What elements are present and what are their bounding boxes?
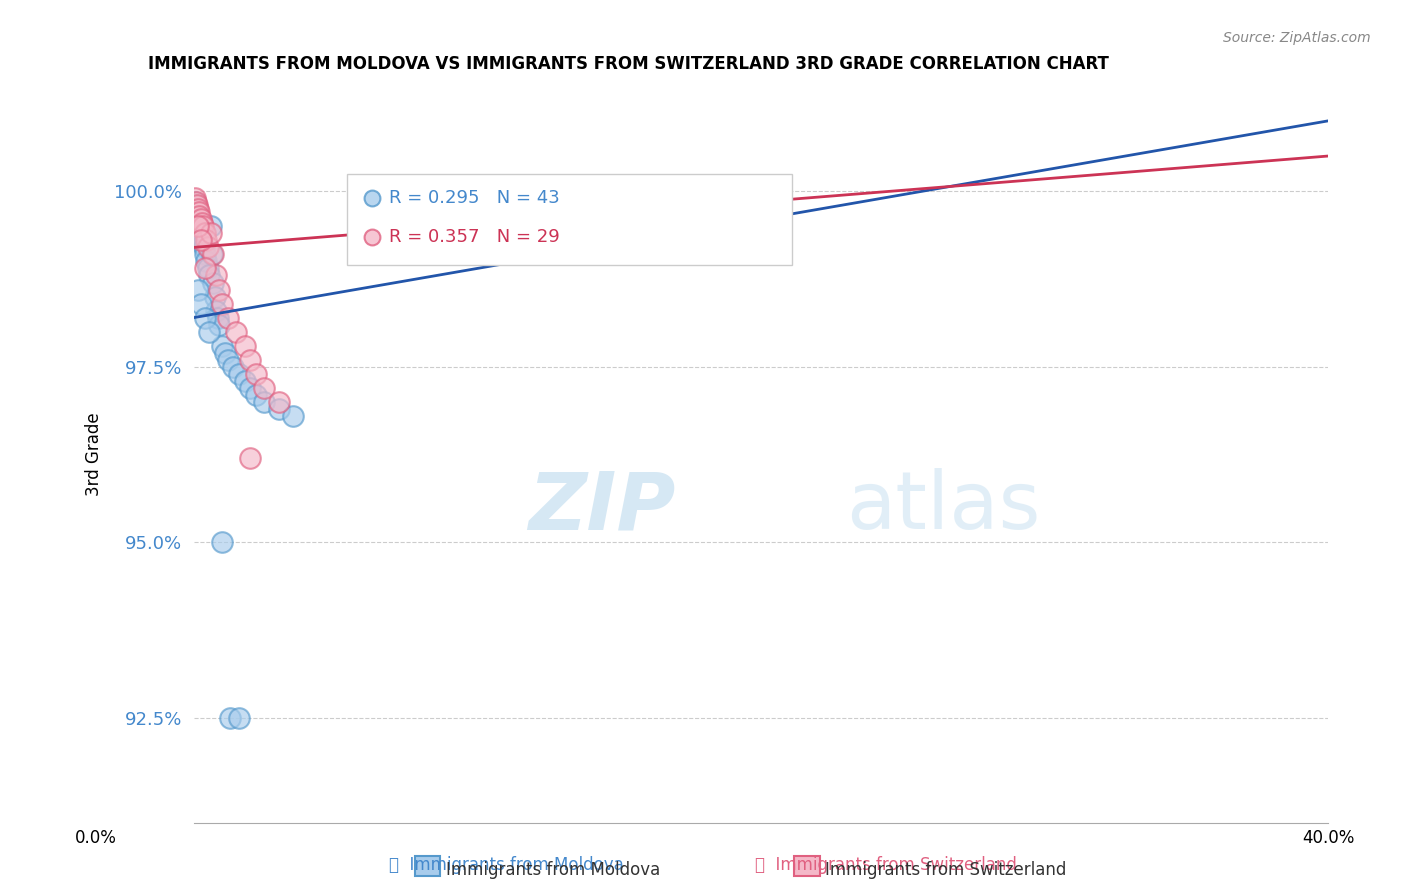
Point bbox=[361, 230, 384, 244]
Text: 0.0%: 0.0% bbox=[75, 829, 117, 847]
Text: 40.0%: 40.0% bbox=[1302, 829, 1355, 847]
Point bbox=[191, 230, 214, 244]
Point bbox=[579, 184, 602, 198]
Point bbox=[190, 233, 212, 247]
Point bbox=[204, 289, 226, 303]
Point bbox=[197, 240, 219, 254]
Text: ⬜  Immigrants from Switzerland: ⬜ Immigrants from Switzerland bbox=[755, 855, 1017, 873]
Point bbox=[211, 535, 233, 549]
Point bbox=[194, 247, 217, 261]
Point bbox=[222, 359, 245, 374]
Point bbox=[200, 219, 222, 234]
Point bbox=[211, 296, 233, 310]
Text: ⬜  Immigrants from Moldova: ⬜ Immigrants from Moldova bbox=[389, 855, 623, 873]
Point bbox=[208, 283, 231, 297]
Point bbox=[191, 216, 214, 230]
Point bbox=[193, 240, 215, 254]
Point bbox=[267, 401, 290, 416]
Point bbox=[190, 227, 212, 241]
Point bbox=[202, 276, 225, 290]
Point bbox=[239, 352, 262, 367]
Point bbox=[208, 318, 231, 332]
Point bbox=[239, 451, 262, 466]
Point bbox=[190, 296, 212, 310]
Point bbox=[211, 339, 233, 353]
Point bbox=[187, 209, 209, 223]
Point bbox=[201, 247, 224, 261]
FancyBboxPatch shape bbox=[347, 174, 792, 265]
Point bbox=[225, 325, 247, 339]
Point bbox=[198, 325, 221, 339]
Point bbox=[193, 236, 215, 251]
Point bbox=[198, 268, 221, 283]
Point bbox=[205, 303, 228, 318]
Point bbox=[184, 191, 207, 205]
Point bbox=[245, 388, 267, 402]
Point bbox=[194, 227, 217, 241]
Point bbox=[195, 233, 218, 247]
Point bbox=[188, 209, 211, 223]
Point bbox=[188, 216, 211, 230]
Point bbox=[184, 194, 207, 209]
Point bbox=[217, 310, 239, 325]
Point bbox=[233, 374, 256, 388]
Point bbox=[195, 254, 218, 268]
Point bbox=[186, 202, 208, 216]
Point bbox=[191, 233, 214, 247]
Point bbox=[205, 268, 228, 283]
Point bbox=[214, 345, 236, 359]
Text: atlas: atlas bbox=[845, 468, 1040, 546]
Point bbox=[253, 381, 276, 395]
Text: IMMIGRANTS FROM MOLDOVA VS IMMIGRANTS FROM SWITZERLAND 3RD GRADE CORRELATION CHA: IMMIGRANTS FROM MOLDOVA VS IMMIGRANTS FR… bbox=[148, 55, 1109, 73]
Point bbox=[219, 711, 242, 725]
Text: R = 0.357   N = 29: R = 0.357 N = 29 bbox=[389, 227, 560, 246]
Point bbox=[186, 205, 208, 219]
Point bbox=[187, 283, 209, 297]
Point bbox=[197, 261, 219, 276]
Text: R = 0.295   N = 43: R = 0.295 N = 43 bbox=[389, 189, 560, 207]
Point bbox=[207, 310, 229, 325]
Point bbox=[190, 223, 212, 237]
Point bbox=[228, 367, 250, 381]
Point bbox=[202, 247, 225, 261]
Point bbox=[239, 381, 262, 395]
Point bbox=[217, 352, 239, 367]
Y-axis label: 3rd Grade: 3rd Grade bbox=[86, 413, 103, 497]
Point bbox=[187, 219, 209, 234]
Text: Immigrants from Switzerland: Immigrants from Switzerland bbox=[825, 861, 1067, 879]
Point bbox=[361, 191, 384, 205]
Text: Immigrants from Moldova: Immigrants from Moldova bbox=[446, 861, 659, 879]
Text: Source: ZipAtlas.com: Source: ZipAtlas.com bbox=[1223, 31, 1371, 45]
Point bbox=[228, 711, 250, 725]
Point bbox=[184, 194, 207, 209]
Point bbox=[184, 198, 207, 212]
Point bbox=[194, 261, 217, 276]
Point bbox=[200, 227, 222, 241]
Text: ZIP: ZIP bbox=[529, 468, 675, 546]
Point bbox=[187, 205, 209, 219]
Point bbox=[186, 198, 208, 212]
Point bbox=[187, 212, 209, 227]
Point bbox=[267, 395, 290, 409]
Point bbox=[190, 212, 212, 227]
Point bbox=[193, 219, 215, 234]
Point bbox=[188, 219, 211, 234]
Point bbox=[281, 409, 304, 423]
Point bbox=[194, 310, 217, 325]
Point bbox=[187, 202, 209, 216]
Point bbox=[253, 395, 276, 409]
Point bbox=[245, 367, 267, 381]
Point bbox=[233, 339, 256, 353]
